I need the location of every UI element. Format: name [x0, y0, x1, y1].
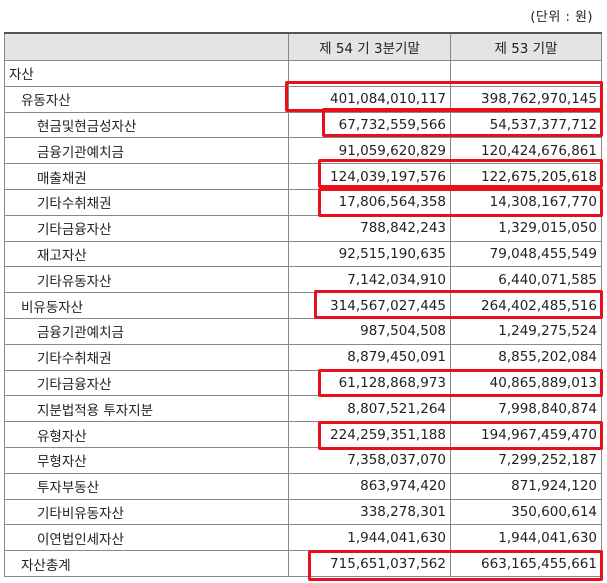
table-row: 금융기관예치금 987,504,508 1,249,275,524: [4, 317, 602, 345]
row-current-value: 91,059,620,829: [288, 137, 451, 165]
row-current-value: 17,806,564,358: [288, 188, 451, 216]
row-current-value: 314,567,027,445: [288, 292, 451, 319]
row-label: 금융기관예치금: [4, 137, 289, 165]
row-label: 기타수취채권: [4, 188, 289, 216]
balance-sheet-table: 제 54 기 3분기말 제 53 기말 자산 유동자산 401,084,010,11…: [4, 32, 602, 577]
table-row: 투자부동산 863,974,420 871,924,120: [4, 472, 602, 500]
row-current-value: 7,142,034,910: [288, 266, 451, 294]
row-prior-value: 7,998,840,874: [450, 395, 602, 423]
row-prior-value: 122,675,205,618: [450, 163, 602, 190]
table-header-row: 제 54 기 3분기말 제 53 기말: [4, 32, 602, 61]
row-current-value: 401,084,010,117: [288, 85, 451, 113]
row-prior-value: 194,967,459,470: [450, 421, 602, 448]
table-row: 자산: [4, 60, 602, 87]
row-current-value: 61,128,868,973: [288, 369, 451, 397]
row-current-value: 788,842,243: [288, 214, 451, 242]
row-label: 기타금융자산: [4, 369, 289, 397]
row-prior-value: 871,924,120: [450, 472, 602, 500]
row-current-value: 715,651,037,562: [288, 550, 451, 577]
row-prior-value: [450, 60, 602, 87]
row-prior-value: 264,402,485,516: [450, 292, 602, 319]
row-current-value: 67,732,559,566: [288, 111, 451, 139]
row-label: 기타유동자산: [4, 266, 289, 294]
row-prior-value: 79,048,455,549: [450, 240, 602, 268]
row-label: 비유동자산: [4, 292, 289, 319]
row-current-value: 987,504,508: [288, 317, 451, 345]
row-current-value: [288, 60, 451, 87]
header-prior-period: 제 53 기말: [450, 32, 602, 61]
table-row: 매출채권 124,039,197,576 122,675,205,618: [4, 163, 602, 190]
table-body: 자산 유동자산 401,084,010,117 398,762,970,145 현금및현…: [4, 60, 602, 577]
table-row: 기타수취채권 8,879,450,091 8,855,202,084: [4, 343, 602, 371]
row-prior-value: 350,600,614: [450, 498, 602, 526]
row-current-value: 7,358,037,070: [288, 446, 451, 474]
row-label: 지분법적용 투자지분: [4, 395, 289, 423]
row-prior-value: 1,944,041,630: [450, 524, 602, 552]
table-row: 기타유동자산 7,142,034,910 6,440,071,585: [4, 266, 602, 294]
row-label: 투자부동산: [4, 472, 289, 500]
row-label: 이연법인세자산: [4, 524, 289, 552]
row-label: 무형자산: [4, 446, 289, 474]
table-row: 자산총계 715,651,037,562 663,165,455,661: [4, 550, 602, 577]
row-label: 금융기관예치금: [4, 317, 289, 345]
row-label: 현금및현금성자산: [4, 111, 289, 139]
row-prior-value: 120,424,676,861: [450, 137, 602, 165]
table-row: 기타수취채권 17,806,564,358 14,308,167,770: [4, 188, 602, 216]
row-label: 재고자산: [4, 240, 289, 268]
table-row: 기타금융자산 788,842,243 1,329,015,050: [4, 214, 602, 242]
row-prior-value: 40,865,889,013: [450, 369, 602, 397]
row-prior-value: 1,329,015,050: [450, 214, 602, 242]
row-prior-value: 54,537,377,712: [450, 111, 602, 139]
table-row: 비유동자산 314,567,027,445 264,402,485,516: [4, 292, 602, 319]
row-prior-value: 1,249,275,524: [450, 317, 602, 345]
row-current-value: 863,974,420: [288, 472, 451, 500]
table-row: 유형자산 224,259,351,188 194,967,459,470: [4, 421, 602, 448]
unit-label: (단위 : 원): [530, 10, 593, 25]
row-prior-value: 7,299,252,187: [450, 446, 602, 474]
header-label: [4, 32, 289, 61]
table-row: 기타비유동자산 338,278,301 350,600,614: [4, 498, 602, 526]
row-current-value: 1,944,041,630: [288, 524, 451, 552]
header-current-period: 제 54 기 3분기말: [288, 32, 451, 61]
table-row: 금융기관예치금 91,059,620,829 120,424,676,861: [4, 137, 602, 165]
row-current-value: 8,807,521,264: [288, 395, 451, 423]
row-label: 유형자산: [4, 421, 289, 448]
row-label: 자산총계: [4, 550, 289, 577]
row-prior-value: 8,855,202,084: [450, 343, 602, 371]
table-row: 유동자산 401,084,010,117 398,762,970,145: [4, 85, 602, 113]
row-current-value: 224,259,351,188: [288, 421, 451, 448]
row-prior-value: 398,762,970,145: [450, 85, 602, 113]
row-label: 자산: [4, 60, 289, 87]
row-label: 기타비유동자산: [4, 498, 289, 526]
row-label: 유동자산: [4, 85, 289, 113]
table-row: 이연법인세자산 1,944,041,630 1,944,041,630: [4, 524, 602, 552]
row-current-value: 338,278,301: [288, 498, 451, 526]
table-row: 기타금융자산 61,128,868,973 40,865,889,013: [4, 369, 602, 397]
row-current-value: 8,879,450,091: [288, 343, 451, 371]
row-prior-value: 14,308,167,770: [450, 188, 602, 216]
row-current-value: 124,039,197,576: [288, 163, 451, 190]
table-row: 현금및현금성자산 67,732,559,566 54,537,377,712: [4, 111, 602, 139]
row-label: 기타금융자산: [4, 214, 289, 242]
row-label: 기타수취채권: [4, 343, 289, 371]
row-prior-value: 663,165,455,661: [450, 550, 602, 577]
row-current-value: 92,515,190,635: [288, 240, 451, 268]
row-prior-value: 6,440,071,585: [450, 266, 602, 294]
table-row: 지분법적용 투자지분 8,807,521,264 7,998,840,874: [4, 395, 602, 423]
row-label: 매출채권: [4, 163, 289, 190]
table-row: 무형자산 7,358,037,070 7,299,252,187: [4, 446, 602, 474]
table-row: 재고자산 92,515,190,635 79,048,455,549: [4, 240, 602, 268]
